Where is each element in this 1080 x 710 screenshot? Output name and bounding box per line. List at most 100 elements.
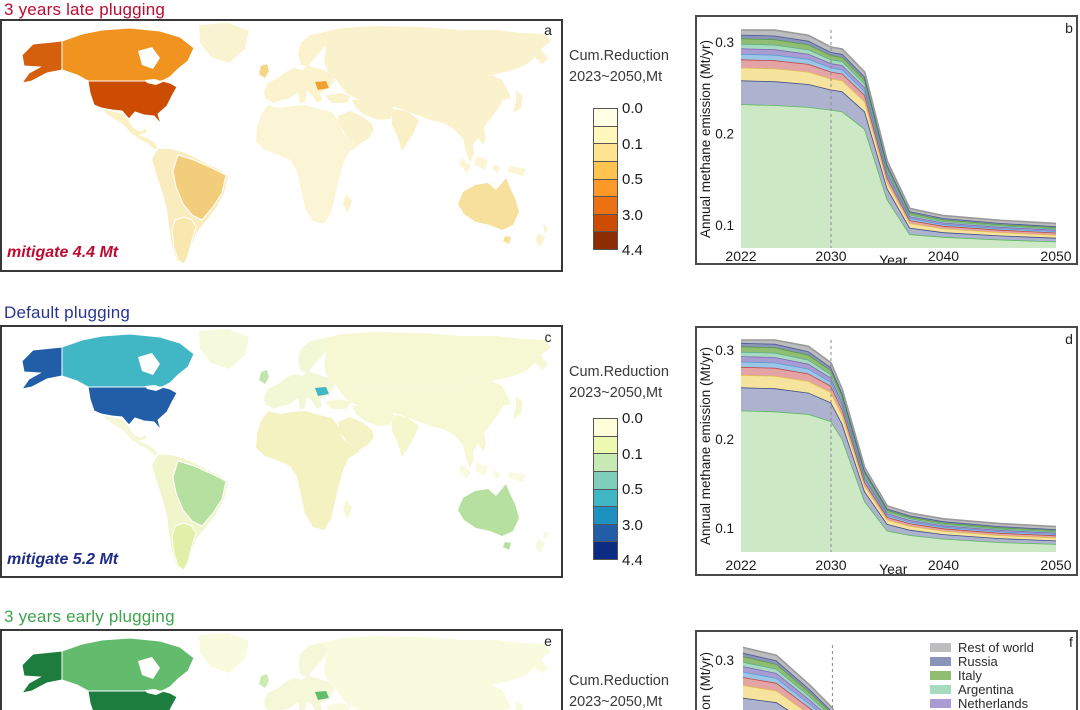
legend-label: Italy	[958, 668, 982, 683]
map-region-europe	[264, 676, 335, 710]
stacked-area-chart-b: 0.3 0.2 0.1 2022 2030 2040 2050 Annual methane …	[698, 29, 1072, 263]
colorbar-title-line1: Cum.Reduction	[569, 48, 669, 64]
colorbar-a: 0.0 0.1 0.5 3.0 4.4	[593, 100, 643, 259]
panel-letter-f: f	[1069, 634, 1073, 650]
x-tick-label: 2030	[815, 557, 846, 573]
map-region-brazil	[172, 460, 227, 527]
map-region-uk	[259, 64, 269, 78]
map-region-japan	[513, 396, 523, 419]
map-region-turkey	[325, 703, 351, 710]
chart-f-legend: Rest of world Russia Italy Argentina Netherl…	[930, 640, 1078, 710]
area-edge-9	[742, 646, 835, 710]
legend-label: Netherlands	[958, 695, 1029, 710]
colorbar-segment-0	[594, 419, 617, 436]
map-region-scandinavia	[298, 33, 328, 67]
map-region-lakes	[145, 385, 163, 391]
area-edge-3	[740, 366, 1057, 537]
colorbar-segment-1	[594, 435, 617, 454]
legend-swatch	[930, 657, 951, 667]
map-region-alaska	[20, 40, 63, 84]
legend-row-rest-of-world: Rest of world	[930, 640, 1078, 655]
colorbar-title-line2: 2023~2050,Mt	[569, 694, 663, 710]
map-region-usa	[87, 386, 178, 431]
map-region-lakes	[145, 689, 163, 695]
colorbar-title-line1: Cum.Reduction	[569, 364, 669, 380]
area-edge-5	[740, 355, 1057, 534]
legend-row-argentina: Argentina	[930, 682, 1078, 697]
colorbar-tick-label: 3.0	[622, 516, 643, 534]
map-region-east_asia	[335, 75, 511, 162]
scenario-title-early: 3 years early plugging	[4, 607, 175, 626]
x-tick-label: 2050	[1040, 557, 1071, 573]
legend-swatch	[930, 698, 951, 708]
map-region-romania	[315, 387, 329, 396]
map-region-lakes	[145, 79, 163, 85]
map-region-india	[392, 109, 419, 151]
colorbar-segment-1	[594, 125, 617, 144]
colorbar-segment-6	[594, 213, 617, 232]
colorbar-segment-5	[594, 196, 617, 214]
y-tick-label: 0.2	[715, 432, 734, 447]
map-region-greenland	[199, 633, 249, 673]
area-edge-0	[740, 409, 1057, 545]
map-region-hudson	[138, 657, 160, 679]
colorbar-segment-5	[594, 506, 617, 524]
area-series-9-rest-of-world	[743, 647, 834, 710]
map-region-europe	[264, 66, 335, 104]
map-region-russia	[320, 636, 551, 693]
map-region-new_zealand	[535, 530, 548, 553]
area-edge-2	[740, 66, 1057, 236]
world-map-panel-e	[0, 629, 563, 710]
area-series-0	[741, 104, 1056, 248]
area-series-2	[743, 685, 804, 710]
map-region-africa	[256, 411, 360, 530]
map-region-east_asia	[335, 685, 511, 710]
map-region-middle_east	[338, 417, 374, 451]
area-edge-1	[740, 386, 1057, 542]
area-series-7-italy	[743, 656, 829, 710]
area-edge-6	[740, 43, 1057, 230]
y-tick-label: 0.3	[715, 653, 734, 668]
chart-panel-b: 0.3 0.2 0.1 2022 2030 2040 2050 Annual methane …	[695, 15, 1078, 265]
colorbar-title-line2: 2023~2050,Mt	[569, 69, 663, 85]
map-region-canada	[61, 637, 195, 692]
area-series-4	[743, 671, 818, 710]
area-edge-4	[742, 670, 819, 710]
area-series-1	[743, 697, 789, 710]
map-region-romania	[315, 81, 329, 90]
legend-label: Russia	[958, 654, 998, 670]
x-tick-label: 2040	[928, 557, 959, 573]
x-tick-label: 2022	[725, 248, 756, 263]
x-axis-label: Year	[879, 252, 908, 263]
colorbar-c: 0.0 0.1 0.5 3.0 4.4	[593, 410, 643, 569]
area-edge-9	[740, 29, 1057, 225]
panel-letter-e: e	[544, 633, 552, 649]
y-axis-label: Annual methane emission (Mt/yr)	[698, 347, 713, 545]
map-region-mexico	[99, 107, 160, 151]
mitigate-total-label-a: mitigate 4.4 Mt	[7, 244, 119, 261]
colorbar-tick-label: 4.4	[622, 242, 643, 259]
world-map-a	[20, 23, 551, 265]
map-region-alaska	[20, 346, 63, 390]
map-region-canada	[61, 333, 195, 388]
legend-row-italy: Italy	[930, 668, 1078, 683]
mitigate-total-label-c: mitigate 5.2 Mt	[7, 551, 119, 568]
colorbar-segment-7	[594, 231, 617, 249]
y-tick-label: 0.3	[715, 35, 734, 50]
colorbar-segment-6	[594, 523, 617, 542]
map-region-tasmania	[503, 542, 511, 550]
map-region-russia	[320, 26, 551, 83]
chart-panel-d: 0.3 0.2 0.1 2022 2030 2040 2050 Annual methane …	[695, 326, 1078, 576]
map-region-turkey	[325, 93, 351, 103]
legend-swatch	[930, 670, 951, 680]
map-region-mexico	[99, 413, 160, 457]
area-edge-4	[740, 360, 1057, 535]
colorbar-tick-label: 0.1	[622, 135, 643, 153]
world-map-panel-c	[0, 325, 563, 578]
colorbar-tick-label: 0.0	[622, 100, 643, 117]
colorbar-title-line1: Cum.Reduction	[569, 673, 669, 689]
colorbar-segment-7	[594, 541, 617, 559]
map-region-madagascar	[343, 500, 352, 519]
